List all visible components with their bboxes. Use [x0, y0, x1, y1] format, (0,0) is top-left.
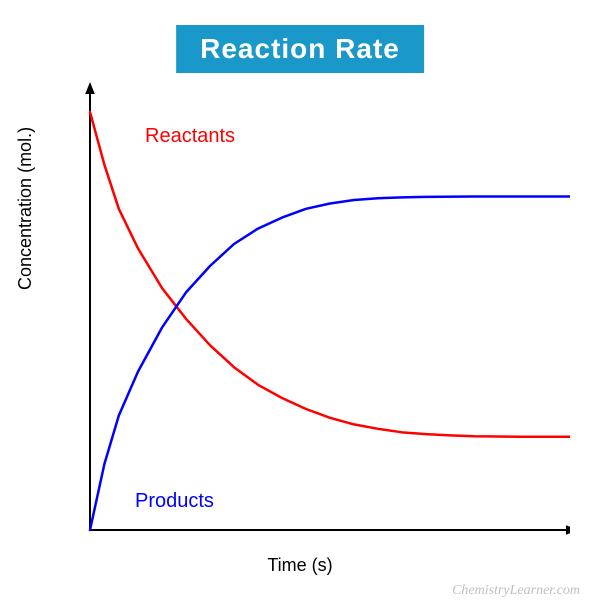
x-axis-label: Time (s) [267, 555, 332, 576]
chart-area [40, 80, 570, 550]
reactants-series-label: Reactants [145, 125, 235, 148]
products-series-label: Products [135, 490, 214, 513]
chart-title: Reaction Rate [176, 25, 424, 73]
y-axis-label: Concentration (mol.) [15, 127, 36, 290]
attribution-text: ChemistryLearner.com [452, 583, 580, 599]
reaction-rate-chart [40, 80, 570, 550]
